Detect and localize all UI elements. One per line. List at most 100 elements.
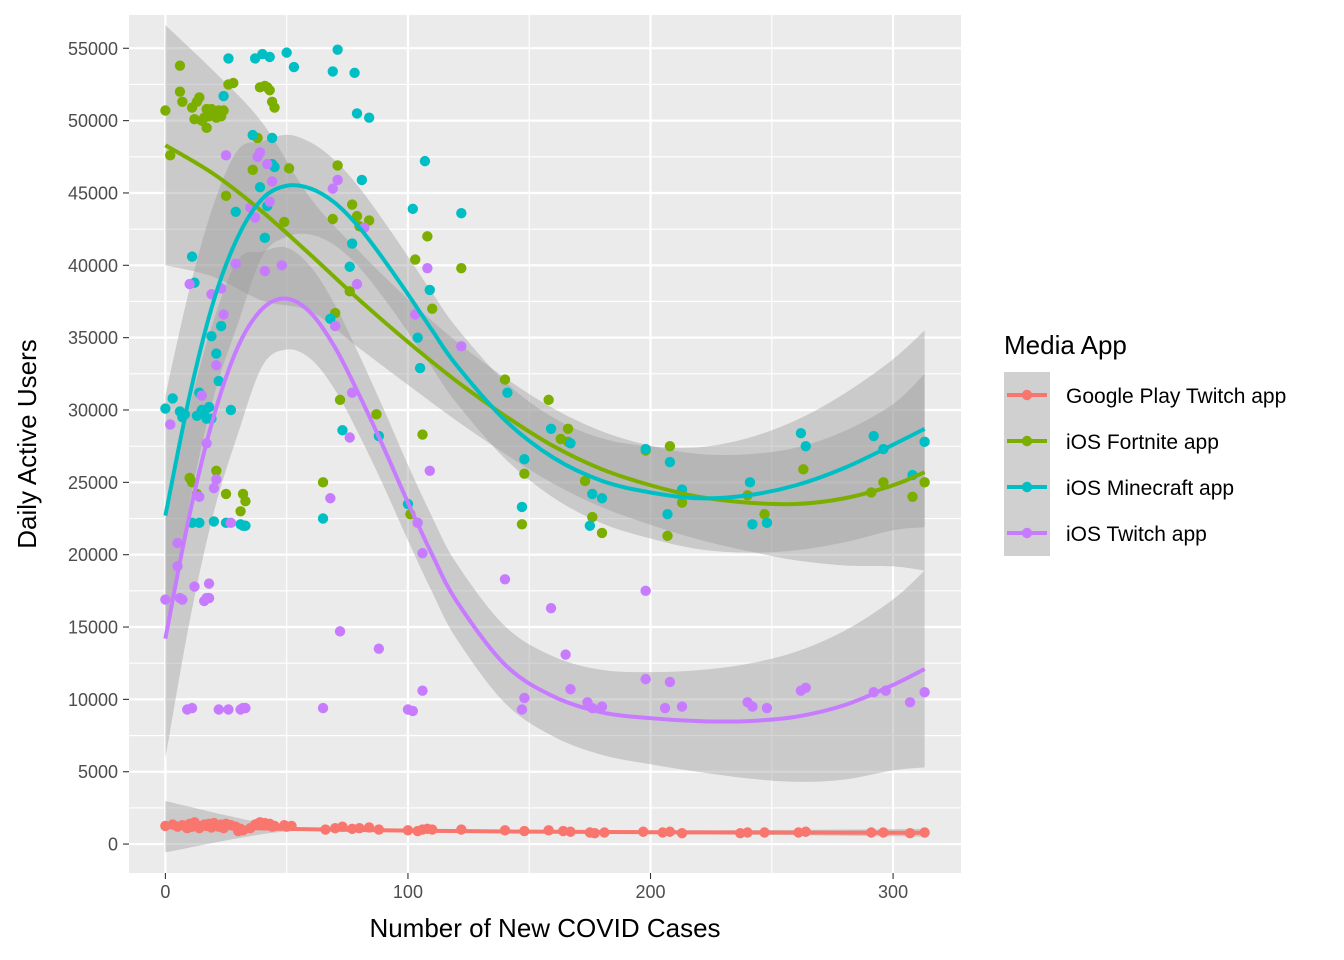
- point-ios-fortnite-app: [228, 77, 239, 89]
- y-tick-label: 25000: [68, 473, 118, 493]
- point-ios-fortnite-app: [499, 374, 511, 385]
- legend-label: iOS Fortnite app: [1066, 431, 1219, 454]
- point-ios-fortnite-app: [662, 530, 673, 542]
- point-ios-minecraft-app: [662, 508, 673, 520]
- point-ios-fortnite-app: [279, 216, 290, 228]
- smooth-line-ios-twitch-app: [163, 296, 926, 724]
- point-ios-fortnite-app: [422, 231, 433, 242]
- point-ios-fortnite-app: [596, 527, 608, 539]
- point-ios-fortnite-app: [327, 213, 338, 225]
- point-ios-twitch-app: [184, 278, 195, 290]
- point-ios-twitch-app: [351, 278, 363, 290]
- point-ios-twitch-app: [919, 686, 930, 698]
- x-tick-label: 100: [393, 882, 423, 902]
- point-ios-minecraft-app: [795, 427, 807, 439]
- point-ios-fortnite-app: [269, 102, 280, 113]
- smooth-line-google-play-twitch-app: [165, 824, 925, 835]
- point-ios-twitch-app: [259, 265, 271, 277]
- point-ios-twitch-app: [327, 183, 338, 194]
- point-ios-minecraft-app: [160, 403, 171, 414]
- point-ios-minecraft-app: [868, 430, 879, 442]
- confidence-bands: [165, 25, 925, 853]
- point-ios-twitch-app: [904, 697, 916, 708]
- point-ios-minecraft-app: [664, 456, 676, 468]
- point-ios-minecraft-app: [747, 519, 758, 530]
- point-ios-fortnite-app: [371, 409, 382, 420]
- point-ios-twitch-app: [332, 174, 343, 186]
- point-ios-minecraft-app: [240, 520, 251, 531]
- smooth-line-ios-minecraft-app: [163, 183, 926, 517]
- point-ios-fortnite-app: [211, 465, 222, 476]
- point-ios-twitch-app: [254, 147, 266, 158]
- point-ios-fortnite-app: [519, 468, 530, 479]
- point-ios-minecraft-app: [344, 261, 355, 272]
- point-ios-twitch-app: [160, 594, 171, 605]
- point-ios-twitch-app: [266, 176, 278, 187]
- point-ios-twitch-app: [220, 150, 232, 161]
- point-ios-minecraft-app: [349, 67, 360, 79]
- point-ios-twitch-app: [189, 581, 200, 592]
- point-ios-fortnite-app: [798, 464, 809, 475]
- legend-label: iOS Minecraft app: [1066, 477, 1234, 500]
- point-ios-minecraft-app: [225, 404, 237, 416]
- smooth-line-ios-fortnite-app: [164, 143, 926, 507]
- point-ios-twitch-app: [262, 158, 273, 170]
- point-ios-minecraft-app: [424, 284, 435, 296]
- point-ios-fortnite-app: [346, 199, 358, 210]
- x-tick-label: 300: [878, 882, 908, 902]
- point-ios-fortnite-app: [247, 164, 258, 176]
- point-ios-minecraft-app: [545, 423, 557, 435]
- point-ios-fortnite-app: [351, 210, 363, 222]
- point-ios-minecraft-app: [247, 129, 258, 141]
- point-ios-minecraft-app: [596, 493, 608, 504]
- y-tick-label: 20000: [68, 545, 118, 565]
- point-ios-minecraft-app: [640, 443, 651, 455]
- point-ios-twitch-app: [211, 474, 222, 485]
- point-ios-twitch-app: [499, 574, 511, 585]
- y-tick-label: 55000: [68, 39, 118, 59]
- point-ios-fortnite-app: [201, 122, 212, 134]
- legend-key-point: [1021, 389, 1033, 401]
- point-ios-minecraft-app: [206, 331, 217, 342]
- point-ios-fortnite-app: [907, 491, 918, 503]
- point-ios-fortnite-app: [587, 511, 598, 523]
- point-ios-minecraft-app: [223, 53, 234, 64]
- point-ios-twitch-app: [329, 320, 341, 332]
- point-ios-twitch-app: [761, 702, 773, 714]
- y-tick-label: 0: [108, 835, 118, 855]
- point-ios-fortnite-app: [332, 160, 343, 171]
- point-ios-fortnite-app: [676, 497, 688, 508]
- y-tick-label: 5000: [78, 762, 118, 782]
- point-ios-twitch-app: [407, 705, 418, 717]
- point-ios-minecraft-app: [211, 348, 222, 359]
- point-ios-minecraft-app: [919, 436, 930, 448]
- point-ios-twitch-app: [172, 537, 183, 549]
- point-ios-twitch-app: [194, 491, 205, 503]
- point-ios-twitch-app: [213, 704, 224, 715]
- point-ios-fortnite-app: [317, 477, 329, 488]
- point-ios-twitch-app: [218, 309, 229, 320]
- point-ios-fortnite-app: [579, 475, 591, 487]
- y-axis: 0 5000 10000 15000 20000 25000 30000 35000 40000…: [68, 39, 129, 855]
- point-ios-fortnite-app: [919, 477, 930, 488]
- point-ios-twitch-app: [225, 517, 237, 529]
- legend-items: Google Play Twitch app iOS Fortnite app iO…: [1004, 372, 1286, 556]
- point-ios-minecraft-app: [356, 174, 368, 186]
- point-ios-minecraft-app: [281, 47, 292, 58]
- point-ios-fortnite-app: [283, 163, 295, 174]
- point-ios-twitch-app: [519, 692, 530, 704]
- x-axis: 0 100 200 300: [160, 873, 908, 902]
- point-ios-fortnite-app: [160, 105, 171, 116]
- y-tick-label: 30000: [68, 400, 118, 420]
- point-ios-fortnite-app: [456, 263, 467, 274]
- point-ios-twitch-app: [203, 578, 215, 589]
- legend-key-point: [1021, 527, 1033, 539]
- y-tick-label: 35000: [68, 328, 118, 348]
- point-ios-fortnite-app: [427, 303, 438, 314]
- point-ios-minecraft-app: [519, 453, 530, 465]
- point-ios-minecraft-app: [363, 112, 375, 123]
- point-ios-twitch-app: [276, 260, 288, 271]
- smooth-lines: [163, 143, 926, 835]
- point-ios-twitch-app: [203, 592, 215, 604]
